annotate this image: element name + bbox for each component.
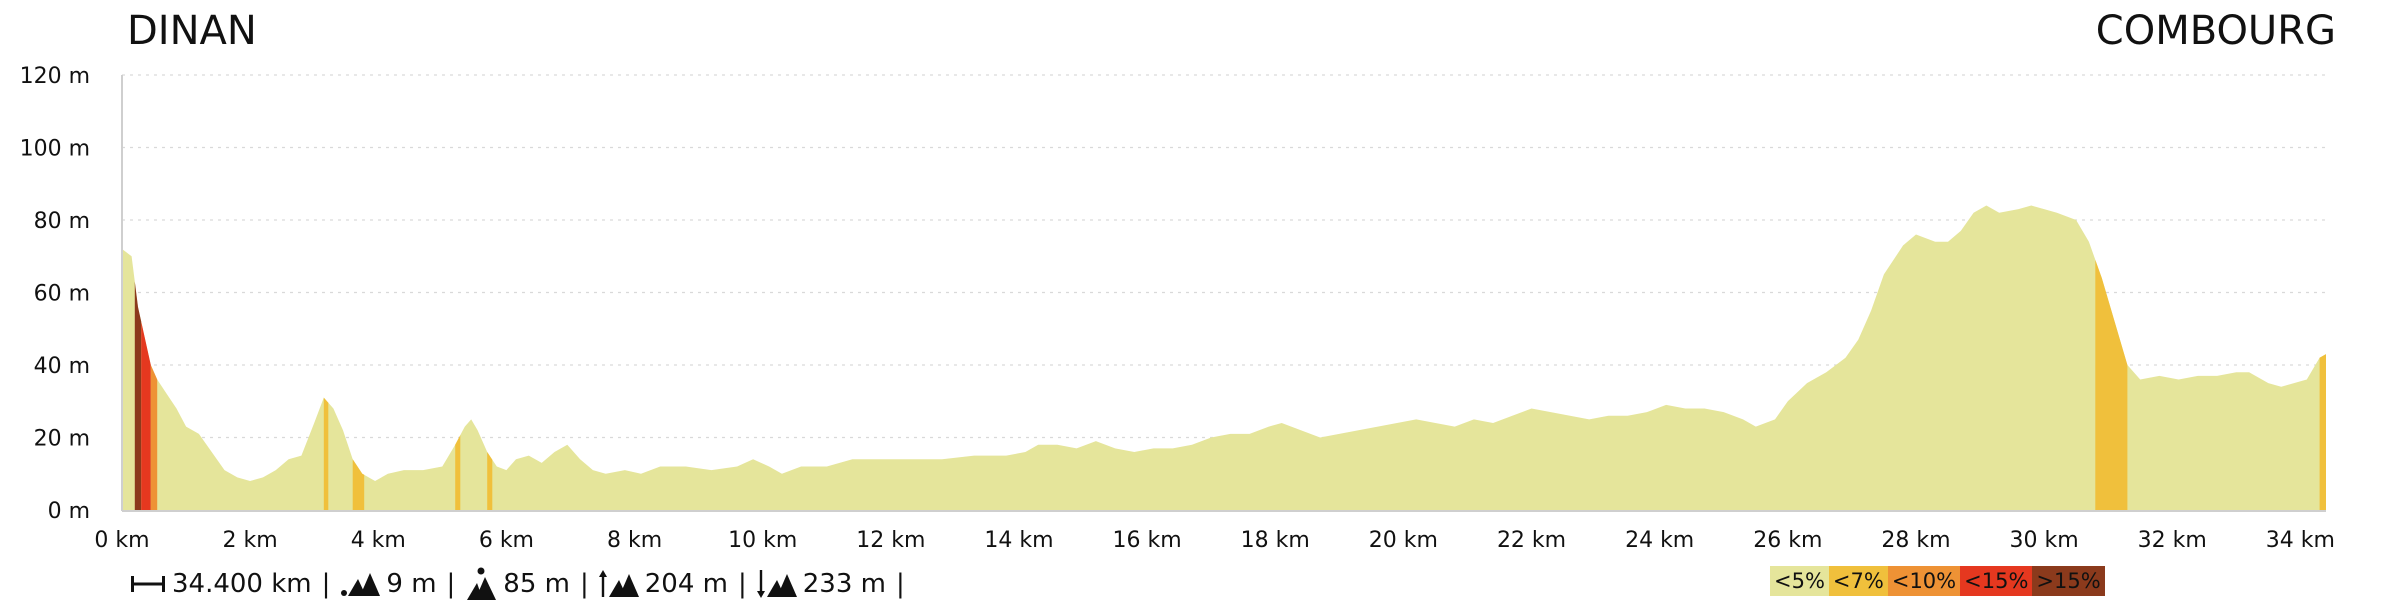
end-place: COMBOURG [2095, 8, 2336, 54]
steep-sections [134, 259, 2326, 510]
x-tick-label: 14 km [984, 528, 1053, 553]
distance-icon [131, 576, 165, 592]
y-tick-label: 60 m [34, 282, 90, 307]
elevation-area-path [122, 205, 2326, 510]
descent-icon [756, 570, 797, 598]
steep-section [150, 365, 158, 510]
x-tick-label: 4 km [351, 528, 406, 553]
max-altitude-icon [467, 567, 497, 600]
steep-section [2319, 354, 2326, 510]
x-tick-labels: 0 km 2 km 4 km 6 km 8 km 10 km 12 km 14 km 16 km… [94, 528, 2335, 553]
start-place: DINAN [127, 8, 257, 54]
separator: | [579, 569, 589, 599]
x-tick-label: 12 km [856, 528, 925, 553]
ascent-icon [598, 570, 639, 597]
ascent-value: 204 m [644, 569, 728, 599]
elevation-area [122, 205, 2326, 510]
x-tick-label: 20 km [1369, 528, 1438, 553]
legend-chip-lt15: <15% [1960, 566, 2033, 596]
steep-section [141, 321, 151, 510]
axes [121, 75, 2326, 512]
legend-chip-lt10: <10% [1887, 566, 1961, 596]
legend-chip-lt7: <7% [1828, 566, 1888, 596]
x-tick-label: 26 km [1753, 528, 1822, 553]
descent-value: 233 m [802, 569, 886, 599]
x-tick-label: 34 km [2266, 528, 2335, 553]
x-tick-label: 8 km [607, 528, 662, 553]
separator: | [446, 569, 456, 599]
max-altitude-value: 85 m [503, 569, 570, 599]
x-tick-label: 2 km [223, 528, 278, 553]
grade-legend: <5% <7% <10% <15% >15% [1770, 566, 2105, 596]
y-tick-label: 20 m [34, 427, 90, 452]
steep-section [134, 281, 142, 510]
distance-value: 34.400 km [172, 569, 312, 599]
y-tick-labels: 0 m 20 m 40 m 60 m 80 m 100 m 120 m [20, 64, 90, 524]
steep-section [2095, 259, 2128, 510]
legend-chip-lt5: <5% [1770, 566, 1829, 596]
steep-section [455, 435, 461, 510]
x-tick-label: 0 km [94, 528, 149, 553]
y-tick-label: 40 m [34, 354, 90, 379]
x-tick-label: 30 km [2010, 528, 2079, 553]
x-tick-label: 22 km [1497, 528, 1566, 553]
separator: | [737, 569, 747, 599]
steep-section [487, 452, 493, 510]
y-tick-label: 0 m [48, 499, 90, 524]
y-tick-label: 120 m [20, 64, 90, 89]
x-tick-label: 10 km [728, 528, 797, 553]
steep-section [323, 397, 329, 510]
x-tick-label: 32 km [2138, 528, 2207, 553]
x-tick-label: 16 km [1113, 528, 1182, 553]
route-stats: 34.400 km | 9 m | 85 m | 204 m | 233 m | [130, 567, 915, 600]
x-tick-label: 18 km [1241, 528, 1310, 553]
separator: | [895, 569, 905, 599]
x-tick-label: 24 km [1625, 528, 1694, 553]
y-tick-label: 80 m [34, 209, 90, 234]
y-tick-label: 100 m [20, 137, 90, 162]
steep-section [352, 459, 365, 510]
x-tick-label: 6 km [479, 528, 534, 553]
x-tick-label: 28 km [1881, 528, 1950, 553]
min-altitude-value: 9 m [386, 569, 437, 599]
separator: | [321, 569, 331, 599]
legend-chip-gt15: >15% [2032, 566, 2105, 596]
min-altitude-icon [341, 573, 381, 596]
